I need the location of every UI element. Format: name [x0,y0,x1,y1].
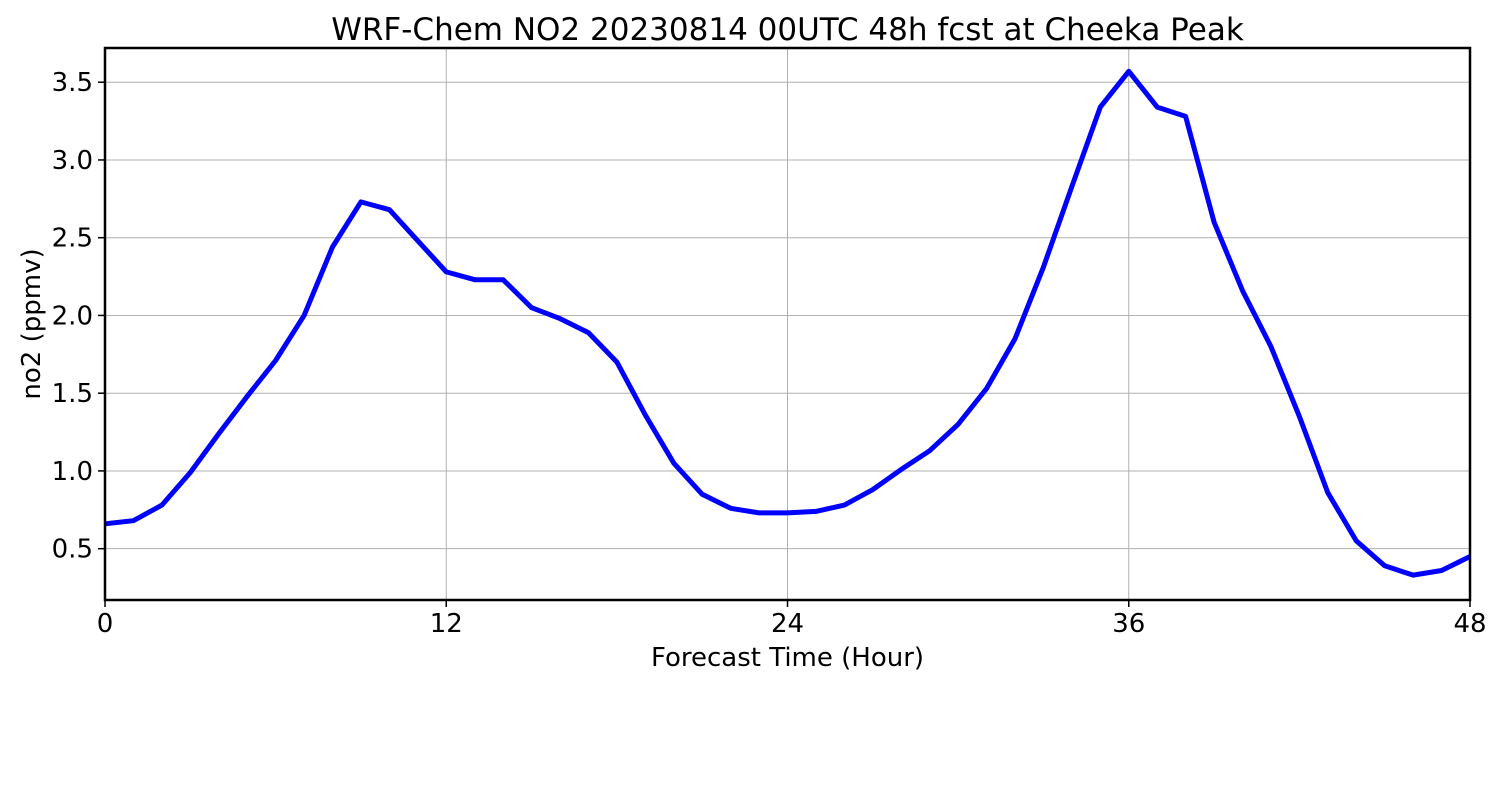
y-tick-label: 3.5 [52,68,93,98]
y-tick-label: 1.5 [52,379,93,409]
y-tick-label: 2.0 [52,301,93,331]
x-tick-label: 36 [1112,609,1145,639]
y-tick-label: 3.0 [52,146,93,176]
y-tick-label: 0.5 [52,535,93,565]
x-tick-label: 24 [771,609,804,639]
y-tick-label: 1.0 [52,457,93,487]
x-tick-label: 0 [97,609,114,639]
tick-layer: 0 12 24 36 48 0.5 1.0 1.5 2.0 2.5 3.0 3.5 [52,68,1487,639]
x-tick-label: 48 [1453,609,1486,639]
series-layer [104,68,1472,578]
chart-title: WRF-Chem NO2 20230814 00UTC 48h fcst at … [331,12,1244,48]
y-tick-label: 2.5 [52,224,93,254]
x-tick-label: 12 [430,609,463,639]
grid-layer [105,48,1470,600]
no2-series-line [104,68,1472,578]
x-axis-label: Forecast Time (Hour) [651,643,924,673]
y-axis-label: no2 (ppmv) [17,248,47,399]
